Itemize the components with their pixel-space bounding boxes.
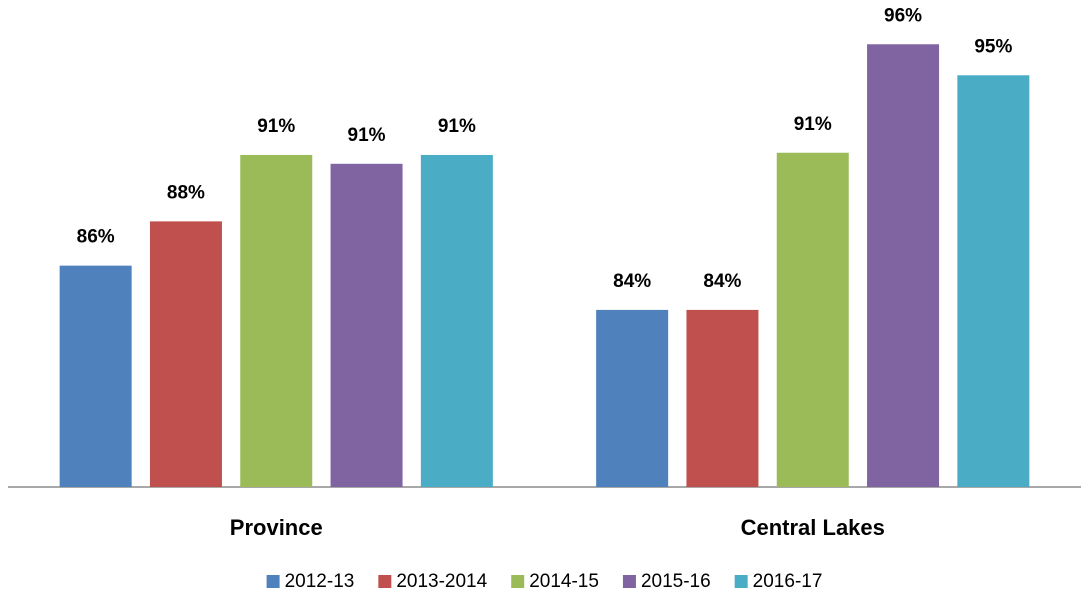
bar [149,221,222,487]
value-label: 91% [348,125,386,146]
value-label: 88% [167,182,205,203]
value-label: 91% [257,116,295,137]
bar [957,75,1030,487]
legend-swatch [378,575,392,588]
legend-label: 2015-16 [641,571,711,592]
value-label: 95% [974,36,1012,57]
legend-label: 2014-15 [529,571,599,592]
value-label: 86% [77,227,115,248]
bar [420,154,493,488]
value-label: 84% [703,271,741,292]
bar [776,152,849,487]
legend-swatch [266,575,280,588]
bar [240,154,313,488]
value-label: 96% [884,5,922,26]
legend-label: 2012-13 [285,571,355,592]
category-label: Central Lakes [741,515,885,540]
value-label: 91% [794,114,832,135]
legend-swatch [734,575,748,588]
bar [867,44,940,487]
category-label: Province [230,515,323,540]
bar [686,309,759,487]
legend-swatch [622,575,636,588]
legend-swatch [511,575,525,588]
legend-label: 2016-17 [753,571,823,592]
bar [596,309,669,487]
legend-label: 2013-2014 [396,571,487,592]
value-label: 84% [613,271,651,292]
bar [330,163,403,488]
bar [59,265,132,487]
value-label: 91% [438,116,476,137]
